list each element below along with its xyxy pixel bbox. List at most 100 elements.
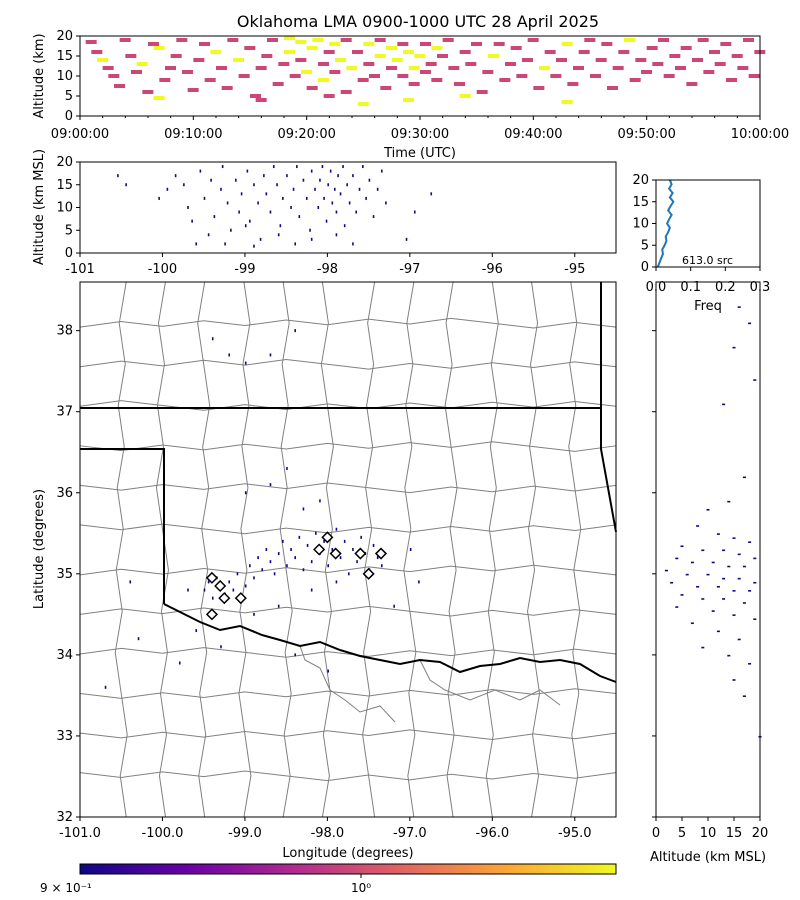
time-height-cell: [85, 40, 97, 44]
time-height-cell: [148, 42, 159, 46]
time-height-cell: [561, 42, 573, 46]
time-height-cell: [153, 96, 165, 100]
plan-view-ytick-label: 36: [56, 486, 73, 501]
time-height-cell: [374, 54, 386, 58]
plan-view-source: [269, 483, 272, 487]
time-height-cell: [165, 66, 176, 70]
lon-alt-source: [319, 178, 321, 182]
alt-lat-source: [753, 379, 757, 381]
arkansas-border: [600, 282, 617, 533]
county-line: [79, 688, 617, 699]
alt-lat-source: [753, 618, 757, 621]
time-height-cell: [635, 58, 647, 62]
lon-alt-source: [337, 174, 339, 178]
time-height-cell: [641, 70, 652, 74]
county-line: [238, 281, 252, 818]
freq-profile: [656, 179, 675, 268]
time-height-cell: [170, 54, 182, 58]
lon-alt-source: [372, 215, 375, 219]
plan-view-xticks: -101.0 -100.0 -99.0 -98.0 -97.0 -96.0 -95.0: [59, 817, 592, 841]
time-height-cell: [493, 42, 505, 46]
lon-alt-source: [358, 187, 361, 191]
plan-view-source: [129, 580, 132, 584]
lon-alt-source: [368, 178, 371, 182]
time-height-cell: [714, 62, 726, 66]
time-height-cell: [386, 46, 397, 50]
flash-marker: [329, 547, 342, 560]
alt-lat-source: [753, 557, 757, 560]
lon-alt-source: [230, 228, 232, 232]
time-height-xtick-label: 10:00:00: [731, 127, 789, 142]
lon-alt-source: [430, 192, 433, 196]
lon-alt-source: [348, 201, 351, 205]
colorbar-tick-label-low: 9 × 10⁻¹: [40, 881, 92, 895]
lon-alt-source: [279, 224, 282, 228]
time-height-cell: [193, 58, 205, 62]
plan-view-source: [302, 568, 305, 572]
lon-alt-source: [329, 169, 332, 173]
alt-lat-source: [680, 545, 684, 548]
time-height-cell: [420, 70, 431, 74]
time-height-cell: [323, 50, 335, 54]
plan-view-source: [294, 653, 296, 657]
time-height-cell: [346, 66, 358, 70]
lon-alt-source: [302, 178, 305, 182]
plan-view-source: [310, 560, 313, 564]
flash-marker: [218, 592, 231, 605]
plan-view-source: [257, 556, 259, 560]
time-height-cell: [499, 78, 511, 82]
time-height-cell: [476, 90, 488, 94]
lon-alt-xtick-label: -98: [317, 262, 338, 277]
time-height-cell: [675, 66, 686, 70]
plan-view-source: [380, 564, 383, 568]
county-line: [79, 770, 617, 782]
plan-view-yticks: 32 33 34 35 36 37 38: [56, 324, 80, 825]
time-height-cell: [136, 62, 148, 66]
time-height-cell: [97, 58, 108, 62]
plan-view-source: [104, 685, 107, 689]
alt-lat-source: [716, 585, 720, 588]
alt-lat-source: [706, 508, 710, 511]
time-height-cell: [646, 46, 658, 50]
time-height-cell: [386, 66, 397, 70]
alt-lat-source: [696, 525, 700, 527]
lon-alt-source: [191, 219, 193, 223]
time-height-cell: [363, 62, 375, 66]
flash-marker: [354, 547, 367, 560]
lon-alt-source: [199, 169, 202, 173]
lon-alt-source: [335, 233, 338, 237]
plan-view-ytick-label: 33: [56, 729, 73, 744]
lon-alt-source: [346, 183, 348, 187]
lon-alt-source: [183, 183, 185, 187]
plan-view-source: [343, 539, 346, 543]
time-height-cell: [125, 54, 137, 58]
alt-lat-source: [706, 573, 710, 576]
lon-alt-source: [259, 237, 262, 241]
lon-alt-source: [355, 210, 358, 214]
alt-lat-source: [690, 561, 694, 564]
time-height-cell: [323, 94, 335, 98]
time-height-cell: [91, 50, 103, 54]
plan-view-ytick-label: 34: [56, 648, 73, 663]
county-line: [79, 564, 617, 576]
lon-alt-frame: [79, 161, 617, 254]
lon-alt-source: [310, 237, 313, 241]
lon-alt-source: [238, 210, 240, 214]
alt-lat-source: [701, 549, 705, 552]
plan-view-source: [244, 361, 247, 365]
time-height-cell: [539, 66, 550, 70]
lon-alt-source: [263, 174, 265, 178]
alt-lat-source: [742, 695, 746, 698]
plan-view-ytick-label: 37: [56, 405, 73, 420]
alt-lat-source: [701, 646, 705, 649]
alt-lat-source: [737, 638, 741, 641]
lon-alt-source: [253, 183, 255, 187]
time-height-cell: [114, 84, 125, 88]
alt-lat-source: [727, 654, 731, 657]
time-height-xtick-label: 09:50:00: [617, 127, 675, 142]
freq-xtick-label: 0.2: [715, 280, 736, 295]
time-height-cell: [397, 74, 409, 78]
lon-alt-xtick-label: -97: [399, 262, 420, 277]
plan-view-xtick-label: -97.0: [393, 826, 427, 841]
plan-view-source: [232, 588, 235, 592]
